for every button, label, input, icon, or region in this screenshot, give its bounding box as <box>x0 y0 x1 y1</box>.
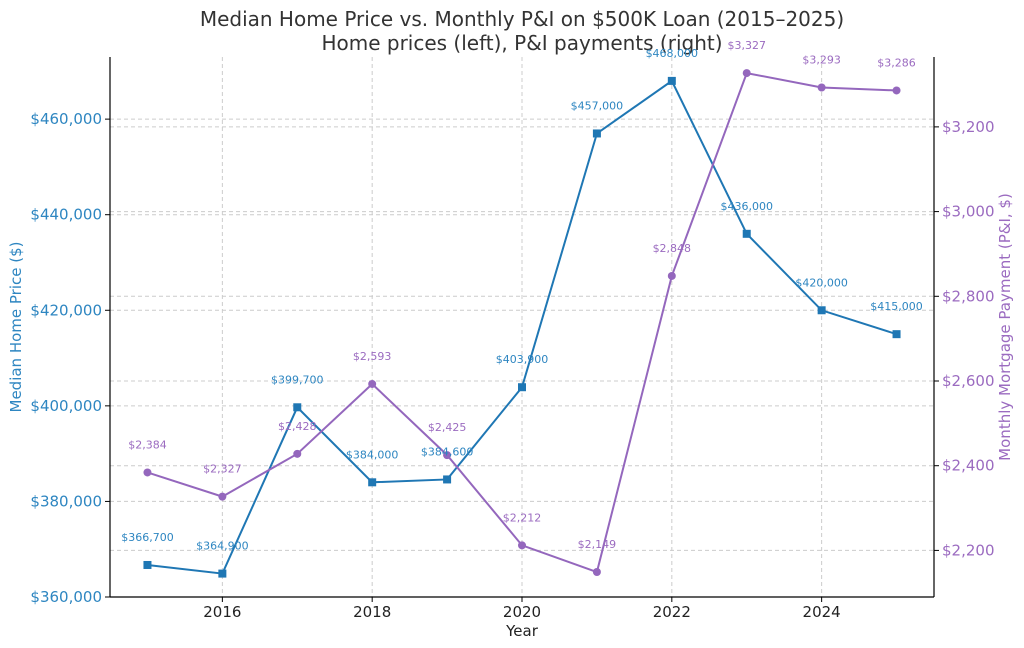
left-y-tick-label: $360,000 <box>30 588 102 606</box>
right-data-label: $2,327 <box>203 463 242 476</box>
right-y-tick-label: $2,400 <box>942 457 995 475</box>
left-series-point <box>218 569 227 578</box>
right-data-label: $2,593 <box>353 350 392 363</box>
left-data-label: $403,900 <box>496 353 549 366</box>
left-series-point <box>667 76 676 85</box>
series-layer <box>143 69 901 578</box>
left-series-point <box>143 560 152 569</box>
chart-subtitle: Home prices (left), P&I payments (right) <box>321 31 722 55</box>
right-series-point <box>368 379 377 388</box>
left-series-point <box>368 478 377 487</box>
left-y-axis-label: Median Home Price ($) <box>7 242 25 413</box>
left-y-tick-label: $400,000 <box>30 397 102 415</box>
right-series-point <box>667 271 676 280</box>
left-series-point <box>742 229 751 238</box>
x-tick-label: 2016 <box>203 603 241 621</box>
right-y-tick-label: $2,600 <box>942 372 995 390</box>
data-labels: $366,700 $364,900 $399,700 $384,000 $384,600… <box>121 39 923 552</box>
left-series-point <box>592 129 601 138</box>
left-series-point <box>518 383 526 392</box>
right-data-label: $2,428 <box>278 420 317 433</box>
left-series-point <box>817 306 826 315</box>
right-data-label: $3,327 <box>727 39 766 52</box>
left-data-label: $399,700 <box>271 373 324 386</box>
right-y-axis-label: Monthly Mortgage Payment (P&I, $) <box>996 193 1014 461</box>
right-y-tick-label: $2,200 <box>942 541 995 559</box>
left-data-label: $366,700 <box>121 531 174 544</box>
left-data-label: $384,600 <box>421 445 474 458</box>
left-data-label: $457,000 <box>571 99 624 112</box>
right-data-label: $2,384 <box>128 438 167 451</box>
right-series-point <box>218 492 227 501</box>
left-data-label: $436,000 <box>720 200 773 213</box>
right-series-point <box>742 69 751 78</box>
right-series-point <box>143 468 152 477</box>
left-series-point <box>443 475 452 484</box>
right-data-label: $2,425 <box>428 421 467 434</box>
left-data-label: $384,000 <box>346 448 399 461</box>
left-y-tick-label: $440,000 <box>30 206 102 224</box>
left-data-label: $364,900 <box>196 540 249 553</box>
x-tick-label: 2024 <box>803 603 841 621</box>
right-data-label: $2,149 <box>578 538 617 551</box>
x-axis-label: Year <box>505 622 539 640</box>
right-series-point <box>443 451 452 460</box>
left-y-tick-label: $380,000 <box>30 492 102 510</box>
left-series-point <box>892 330 901 339</box>
left-data-label: $468,000 <box>646 47 699 60</box>
x-tick-label: 2022 <box>653 603 691 621</box>
right-series-line <box>147 71 897 574</box>
right-data-label: $3,293 <box>802 53 841 66</box>
right-y-tick-label: $2,800 <box>942 287 995 305</box>
right-y-tick-label: $3,000 <box>942 203 995 221</box>
right-series-point <box>817 83 826 92</box>
left-y-tick-label: $460,000 <box>30 110 102 128</box>
right-series-point <box>592 568 601 577</box>
right-data-label: $3,286 <box>877 56 916 69</box>
x-tick-label: 2020 <box>503 603 541 621</box>
right-y-tick-label: $3,200 <box>942 118 995 136</box>
axes: 2016 2018 2020 2022 2024 $360,000 $380,000 $400… <box>30 57 995 621</box>
left-series-point <box>293 403 302 412</box>
right-series-point <box>293 449 302 458</box>
x-tick-label: 2018 <box>353 603 391 621</box>
right-series-point <box>892 86 901 95</box>
chart-title: Median Home Price vs. Monthly P&I on $50… <box>200 7 844 31</box>
right-data-label: $2,848 <box>653 242 692 255</box>
left-data-label: $420,000 <box>795 276 848 289</box>
left-data-label: $415,000 <box>870 300 923 313</box>
right-data-label: $2,212 <box>503 511 542 524</box>
right-series-point <box>518 541 526 550</box>
left-y-tick-label: $420,000 <box>30 301 102 319</box>
